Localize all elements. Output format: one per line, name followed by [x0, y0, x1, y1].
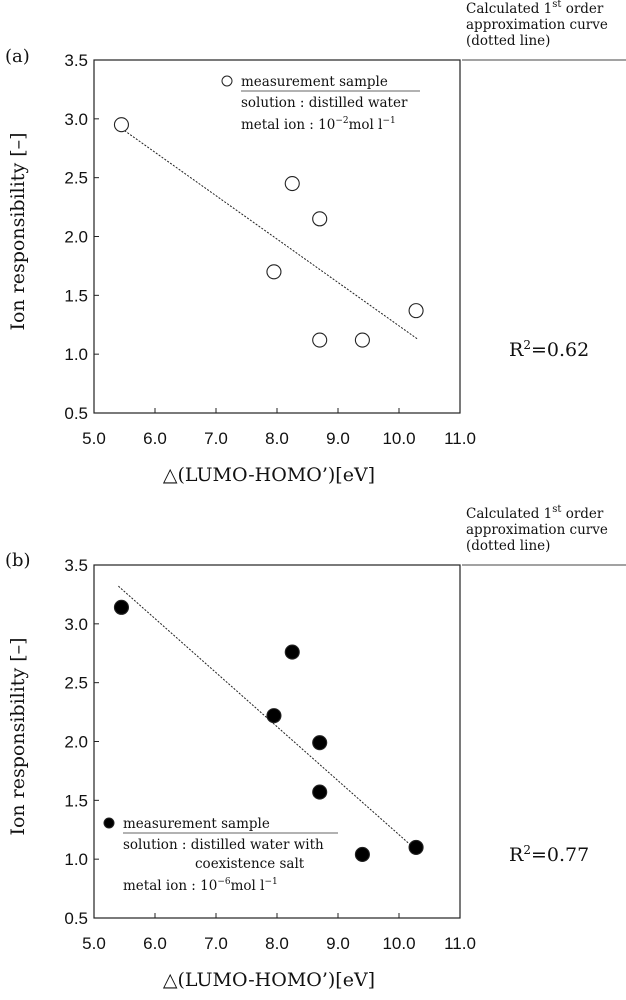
fit-note-line-2: approximation curve	[466, 522, 608, 538]
data-point	[408, 303, 424, 319]
data-point	[266, 264, 282, 280]
x-tick-label: 9.0	[326, 429, 350, 448]
x-tick-label: 8.0	[265, 934, 289, 953]
legend-marker	[103, 817, 115, 829]
fit-note-line-3: (dotted line)	[466, 33, 550, 49]
data-point	[113, 117, 129, 133]
fit-note-line-1: Calculated 1st order	[466, 0, 604, 17]
r-squared-label: R2=0.77	[509, 843, 589, 866]
y-tick-label: 3.0	[64, 615, 88, 634]
data-point	[266, 708, 282, 724]
y-axis-label: Ion responsibility [–]	[7, 637, 29, 835]
panel-label: (b)	[5, 550, 31, 571]
x-axis-label: △(LUMO-HOMO’)[eV]	[163, 969, 375, 991]
x-tick-label: 7.0	[204, 934, 228, 953]
data-point	[354, 846, 370, 863]
fit-note-line-3: (dotted line)	[466, 538, 550, 554]
x-tick-label: 5.0	[82, 934, 106, 953]
y-tick-label: 3.5	[64, 556, 88, 575]
x-tick-label: 5.0	[82, 429, 106, 448]
x-tick-label: 7.0	[204, 429, 228, 448]
legend-marker	[221, 75, 233, 87]
x-tick-label: 10.0	[382, 934, 415, 953]
legend-line-2: solution : distilled water with	[123, 837, 324, 853]
y-tick-label: 0.5	[64, 909, 88, 928]
y-tick-label: 1.5	[64, 791, 88, 810]
x-tick-label: 10.0	[382, 429, 415, 448]
x-tick-label: 6.0	[143, 934, 167, 953]
fit-note-line-2: approximation curve	[466, 17, 608, 33]
legend-line-3: metal ion : 10−2mol l−1	[241, 116, 396, 133]
y-tick-label: 1.0	[64, 345, 88, 364]
legend-line-3: metal ion : 10−6mol l−1	[123, 877, 278, 894]
legend-line-2b: coexistence salt	[195, 856, 305, 872]
data-point	[284, 644, 300, 660]
fit-note-line-1: Calculated 1st order	[466, 504, 604, 522]
y-tick-label: 1.0	[64, 850, 88, 869]
y-tick-label: 2.0	[64, 733, 88, 752]
x-tick-label: 9.0	[326, 934, 350, 953]
r-squared-label: R2=0.62	[509, 338, 589, 361]
x-tick-label: 8.0	[265, 429, 289, 448]
fit-line	[124, 130, 418, 340]
data-point	[354, 332, 370, 348]
y-tick-label: 2.5	[64, 169, 88, 188]
legend-line-2: solution : distilled water	[241, 95, 408, 111]
x-tick-label: 11.0	[444, 429, 476, 448]
data-point	[312, 784, 328, 800]
y-tick-label: 1.5	[64, 286, 88, 305]
y-tick-label: 2.5	[64, 674, 88, 693]
y-tick-label: 2.0	[64, 228, 88, 247]
y-axis-label: Ion responsibility [–]	[7, 132, 29, 330]
data-point	[312, 332, 328, 348]
data-point	[408, 839, 424, 855]
data-point	[113, 599, 129, 615]
data-point	[312, 211, 328, 227]
legend-line-1: measurement sample	[241, 74, 388, 90]
x-axis-label: △(LUMO-HOMO’)[eV]	[163, 464, 375, 486]
y-tick-label: 3.0	[64, 110, 88, 129]
x-tick-label: 6.0	[143, 429, 167, 448]
plot-area	[93, 59, 461, 414]
y-tick-label: 0.5	[64, 404, 88, 423]
panel-label: (a)	[5, 46, 30, 67]
data-point	[312, 735, 328, 751]
x-tick-label: 11.0	[444, 934, 476, 953]
data-point	[284, 176, 300, 192]
legend-line-1: measurement sample	[123, 816, 270, 832]
y-tick-label: 3.5	[64, 51, 88, 70]
